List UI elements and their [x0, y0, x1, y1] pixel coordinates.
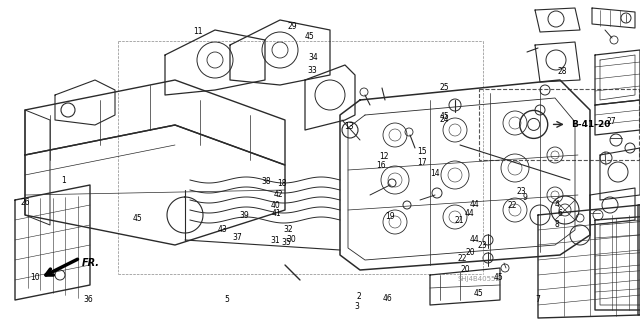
Text: 4: 4 — [554, 200, 559, 209]
Text: 10: 10 — [30, 273, 40, 282]
Text: 38: 38 — [261, 177, 271, 186]
Bar — [479, 89, 639, 160]
Text: 6: 6 — [557, 209, 563, 218]
Text: 8: 8 — [554, 220, 559, 229]
Text: 45: 45 — [493, 273, 504, 282]
Text: 14: 14 — [430, 169, 440, 178]
Text: B-41-20: B-41-20 — [571, 120, 610, 129]
Text: 44: 44 — [470, 235, 480, 244]
Text: 17: 17 — [417, 158, 428, 167]
Text: 22: 22 — [508, 201, 516, 210]
Text: 7: 7 — [535, 295, 540, 304]
Text: 37: 37 — [232, 233, 242, 242]
Text: 31: 31 — [270, 236, 280, 245]
Text: 24: 24 — [439, 115, 449, 124]
Text: SHJ4B4055B: SHJ4B4055B — [457, 276, 500, 282]
Text: 1: 1 — [61, 176, 67, 185]
Text: 18: 18 — [277, 179, 286, 188]
Text: 9: 9 — [522, 193, 527, 202]
Text: 3: 3 — [355, 302, 360, 311]
Text: 45: 45 — [304, 32, 314, 41]
Text: 45: 45 — [439, 112, 449, 121]
Text: 41: 41 — [271, 209, 282, 218]
Text: 20: 20 — [460, 265, 470, 274]
Text: 16: 16 — [376, 161, 386, 170]
Text: 36: 36 — [83, 295, 93, 304]
Text: 27: 27 — [606, 117, 616, 126]
Text: 30: 30 — [286, 235, 296, 244]
Text: 25: 25 — [439, 83, 449, 92]
Text: FR.: FR. — [82, 258, 100, 268]
Text: 5: 5 — [225, 295, 230, 304]
Text: 15: 15 — [417, 147, 428, 156]
Text: 45: 45 — [132, 214, 143, 223]
Text: 42: 42 — [273, 190, 284, 199]
Text: 22: 22 — [458, 254, 467, 263]
Text: 29: 29 — [287, 22, 297, 31]
Text: 28: 28 — [557, 67, 566, 76]
Text: 35: 35 — [282, 238, 292, 247]
Text: 2: 2 — [356, 292, 361, 301]
Text: 46: 46 — [382, 294, 392, 303]
Text: 44: 44 — [470, 200, 480, 209]
Text: 43: 43 — [218, 225, 228, 234]
Text: 23: 23 — [516, 187, 526, 196]
Text: 11: 11 — [194, 27, 203, 36]
Text: 34: 34 — [308, 53, 319, 62]
Text: 32: 32 — [283, 225, 293, 234]
Text: 40: 40 — [270, 201, 280, 210]
Text: 26: 26 — [20, 198, 31, 207]
Text: 19: 19 — [385, 212, 396, 221]
Text: 23: 23 — [477, 241, 488, 250]
Text: 12: 12 — [380, 152, 388, 161]
Text: 13: 13 — [344, 122, 354, 130]
Text: 33: 33 — [307, 66, 317, 75]
Text: 45: 45 — [474, 289, 484, 298]
Text: 44: 44 — [465, 209, 475, 218]
Text: 39: 39 — [239, 211, 250, 220]
Text: 20: 20 — [465, 248, 476, 256]
Text: 21: 21 — [455, 216, 464, 225]
